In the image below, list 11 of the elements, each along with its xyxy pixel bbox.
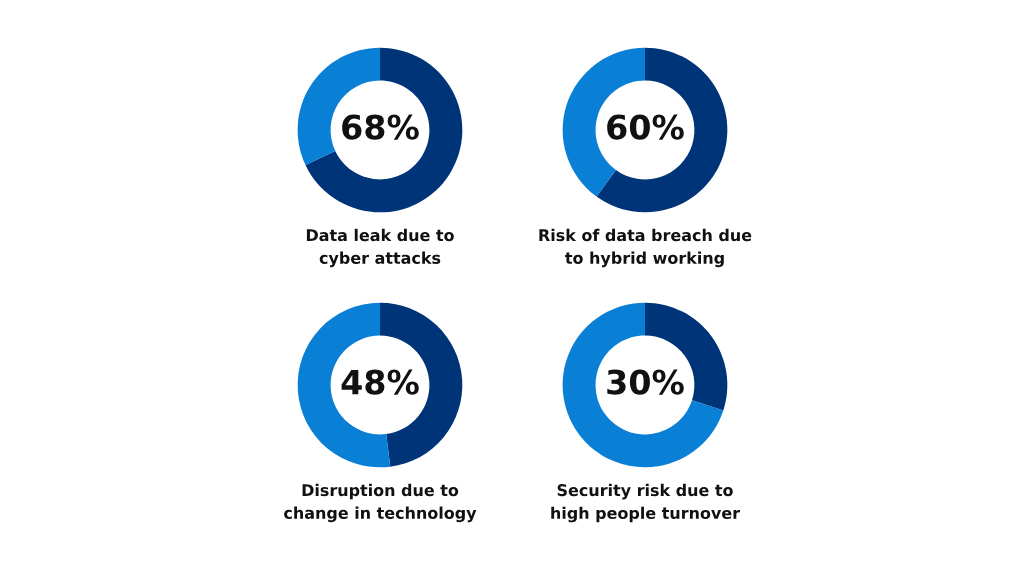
text: Risk of data breach due to hybrid working [539,228,752,268]
donut-slice [305,47,463,213]
data-label: 30% [607,369,684,395]
text: Disruption due to change in technology [284,483,477,523]
text: Security risk due to high people turnover [551,483,741,523]
data-label: 60% [607,114,684,140]
donut-slice [596,47,728,213]
data-label: 48% [341,369,419,395]
data-label: 68% [342,114,419,140]
text: Data leak due to cyber attacks [306,228,454,268]
donut-slice [562,302,724,468]
